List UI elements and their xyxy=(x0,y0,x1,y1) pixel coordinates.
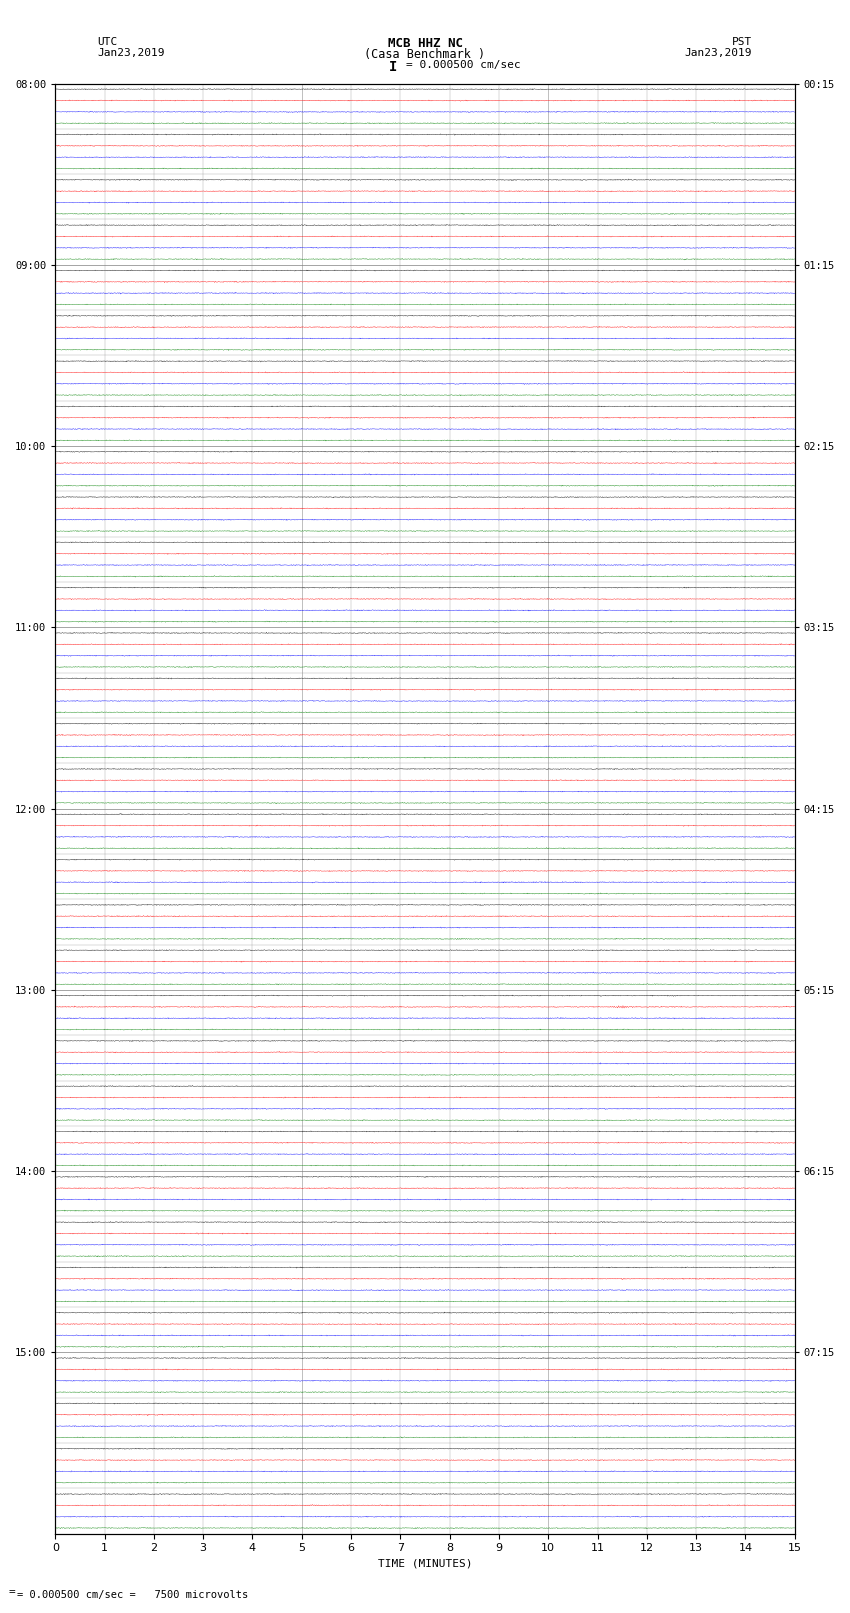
Text: = 0.000500 cm/sec =   7500 microvolts: = 0.000500 cm/sec = 7500 microvolts xyxy=(17,1590,248,1600)
X-axis label: TIME (MINUTES): TIME (MINUTES) xyxy=(377,1560,473,1569)
Text: I: I xyxy=(389,60,398,74)
Text: = 0.000500 cm/sec: = 0.000500 cm/sec xyxy=(406,60,521,69)
Text: PST: PST xyxy=(732,37,752,47)
Text: UTC: UTC xyxy=(98,37,118,47)
Text: (Casa Benchmark ): (Casa Benchmark ) xyxy=(365,48,485,61)
Text: Jan23,2019: Jan23,2019 xyxy=(98,48,165,58)
Text: MCB HHZ NC: MCB HHZ NC xyxy=(388,37,462,50)
Text: =: = xyxy=(8,1587,15,1597)
Text: Jan23,2019: Jan23,2019 xyxy=(685,48,752,58)
